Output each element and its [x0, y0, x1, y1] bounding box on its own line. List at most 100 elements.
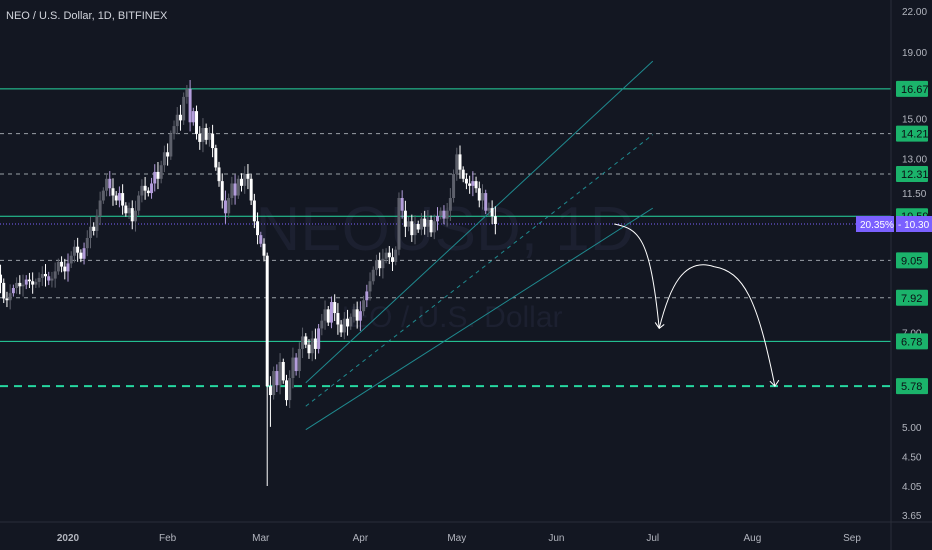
candle-body	[66, 263, 70, 272]
candle-body	[445, 210, 449, 219]
candle-body	[137, 195, 141, 211]
channel-lower	[305, 207, 654, 431]
candle-body	[313, 338, 317, 349]
candle-body	[436, 215, 440, 222]
candle-body	[352, 309, 356, 317]
candle-body	[323, 309, 327, 321]
candle-body	[143, 185, 147, 191]
candle-body	[95, 215, 99, 231]
candle-body	[339, 324, 343, 333]
y-tick-label: 5.00	[902, 423, 922, 434]
current-price-label: 20.35% - 10.30	[856, 216, 932, 233]
candle-body	[336, 313, 340, 325]
candle-body	[249, 178, 253, 201]
candle-body	[368, 281, 372, 292]
candle-body	[387, 252, 391, 258]
candle-body	[272, 371, 276, 396]
candle-body	[220, 181, 224, 201]
candle-body	[310, 338, 314, 354]
candle-body	[76, 246, 80, 253]
candle-body	[374, 260, 378, 270]
x-tick-label: Sep	[843, 533, 861, 544]
candle-body	[394, 249, 398, 262]
candle-body	[63, 266, 67, 272]
candle-body	[381, 258, 385, 269]
level-label-box	[896, 80, 928, 97]
candle-body	[195, 111, 199, 134]
candle-body	[15, 282, 19, 289]
level-label-box	[896, 125, 928, 142]
candle-body	[493, 216, 497, 225]
candle-body	[146, 190, 150, 194]
candle-body	[349, 316, 353, 327]
candle-body	[246, 173, 250, 179]
candle-body	[278, 361, 282, 386]
x-tick-label: Mar	[252, 533, 270, 544]
candle-body	[490, 208, 494, 217]
y-tick-label: 4.50	[902, 452, 922, 463]
candle-body	[127, 208, 131, 214]
candle-body	[82, 248, 86, 259]
candle-body	[346, 318, 350, 327]
candle-body	[448, 197, 452, 211]
candle-body	[24, 279, 28, 285]
candle-body	[320, 320, 324, 329]
horizontal-levels	[0, 88, 891, 388]
candle-body	[53, 271, 57, 279]
candle-body	[204, 128, 208, 140]
level-label: 16.67	[901, 84, 929, 96]
candle-body	[275, 371, 279, 386]
watermark-ticker: NEOUSD, 1D	[256, 195, 635, 264]
level-label-box	[896, 289, 928, 306]
candle-body	[18, 282, 22, 287]
level-label-box	[896, 165, 928, 182]
candle-body	[304, 336, 308, 345]
candle-body	[284, 380, 288, 401]
level-label-box	[896, 378, 928, 395]
x-tick-label: Jul	[646, 533, 659, 544]
candle-body	[439, 210, 443, 216]
candle-body	[182, 96, 186, 121]
candle-body	[413, 224, 417, 236]
change-percent: 20.35%	[860, 220, 894, 231]
candle-body	[455, 154, 459, 174]
x-tick-label: Jun	[548, 533, 564, 544]
candle-body	[108, 178, 112, 189]
projection-curve	[614, 223, 776, 387]
candle-body	[5, 298, 9, 301]
y-tick-label: 15.00	[902, 114, 927, 125]
candle-body	[362, 300, 366, 312]
candle-body	[471, 181, 475, 186]
candle-body	[159, 165, 163, 179]
candle-body	[371, 269, 375, 282]
level-label: 14.21	[901, 129, 929, 141]
channel-upper	[305, 60, 654, 384]
candle-body	[307, 344, 311, 354]
candle-body	[403, 210, 407, 227]
y-tick-label: 19.00	[902, 48, 927, 59]
watermark: NEOUSD, 1D NEO / U.S. Dollar	[256, 195, 635, 334]
candle-body	[294, 357, 298, 372]
candle-body	[419, 218, 423, 230]
candle-body	[484, 193, 488, 211]
candle-body	[355, 309, 359, 321]
candle-body	[185, 88, 189, 97]
channel-median	[305, 134, 654, 407]
candle-body	[105, 178, 109, 191]
candle-body	[480, 193, 484, 201]
level-label: 5.78	[901, 381, 922, 393]
candle-body	[72, 246, 76, 256]
x-tick-label: May	[447, 533, 466, 544]
candle-body	[256, 221, 260, 236]
y-tick-label: 13.00	[902, 155, 927, 166]
candle-body	[432, 221, 436, 233]
candle-body	[150, 183, 154, 194]
y-tick-label: 4.05	[902, 482, 922, 493]
candle-body	[288, 378, 292, 401]
candle-body	[265, 255, 269, 387]
candle-body	[214, 148, 218, 168]
level-label-box	[896, 333, 928, 350]
candle-body	[464, 178, 468, 184]
time-axis[interactable]: 2020 Feb Mar Apr May Jun Jul Aug Sep	[57, 533, 861, 544]
